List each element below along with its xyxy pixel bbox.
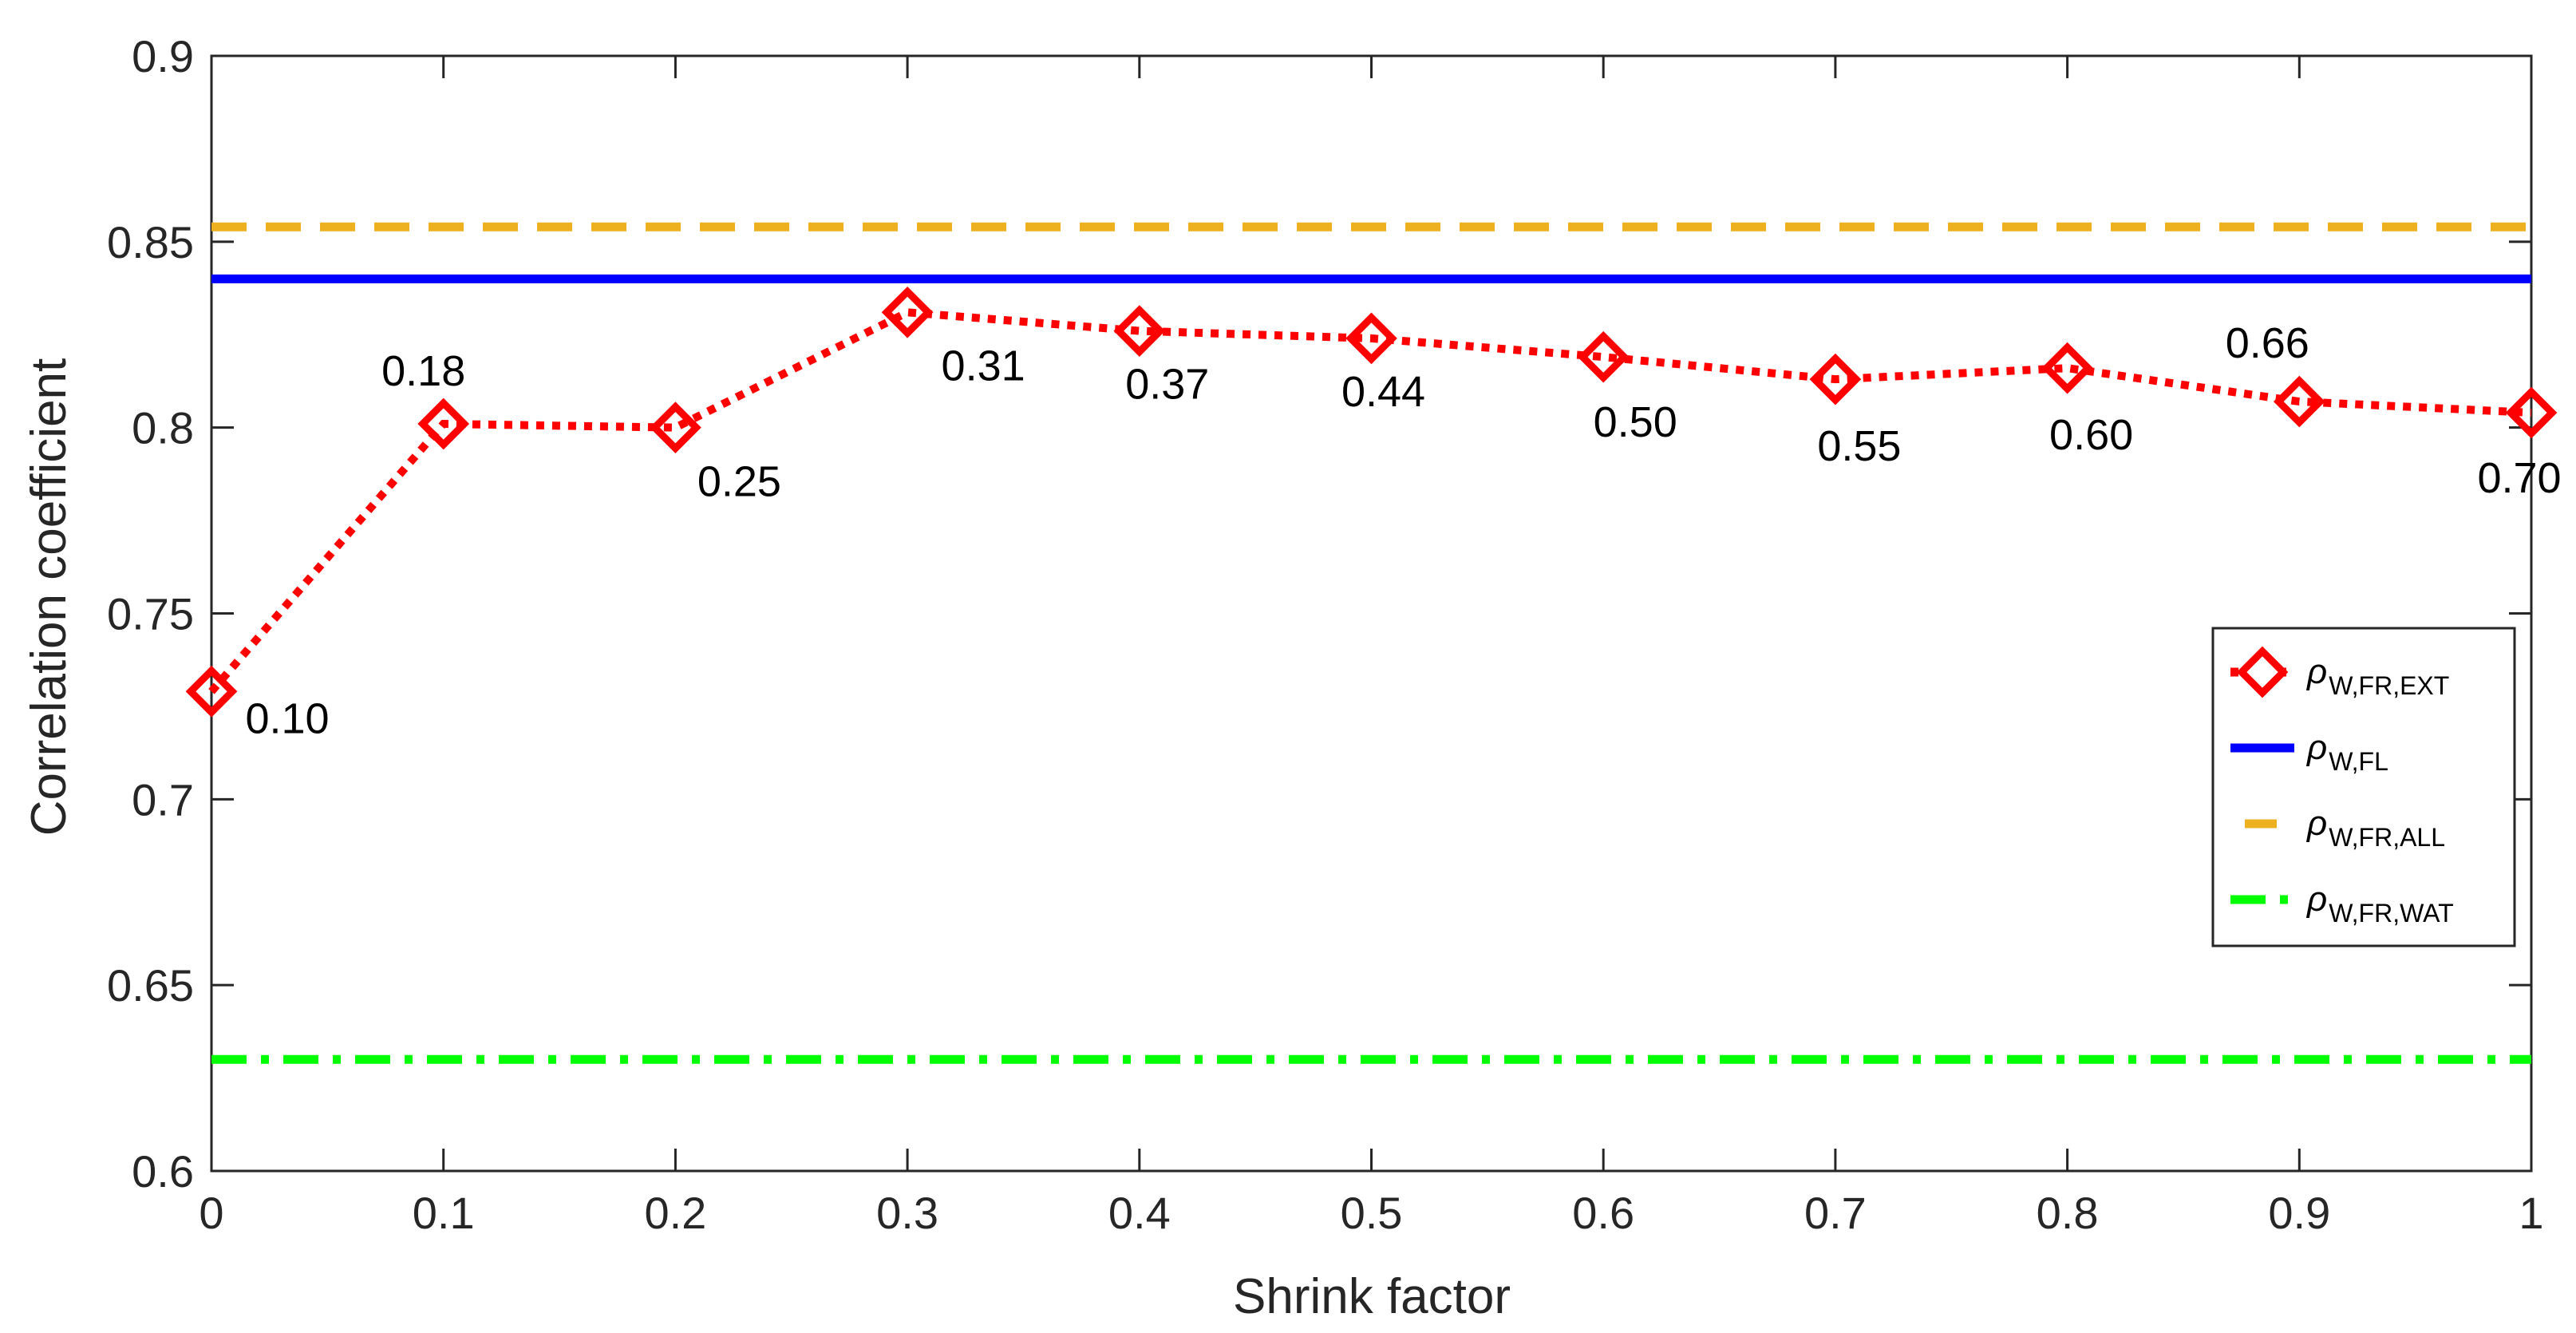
ext-point-label: 0.70	[2477, 454, 2561, 502]
ext-data-point	[2505, 386, 2558, 439]
ext-data-point	[185, 665, 238, 718]
legend-subscript: W,FR,ALL	[2329, 823, 2445, 852]
y-tick-label: 0.9	[132, 31, 194, 81]
y-axis-label: Correlation coefficient	[22, 358, 77, 837]
y-tick-label: 0.7	[132, 774, 194, 825]
legend-entry-all-label: ρW,FR,ALL	[2305, 804, 2445, 852]
ext-point-label: 0.25	[697, 458, 781, 506]
x-tick-label: 0.1	[413, 1188, 475, 1238]
ext-point-label: 0.60	[2049, 411, 2133, 459]
ext-data-point	[1113, 305, 1166, 357]
x-tick-label: 0.2	[644, 1188, 706, 1238]
legend-rho-symbol: ρ	[2305, 880, 2327, 919]
legend-entry-ext-label: ρW,FR,EXT	[2305, 652, 2449, 700]
ext-data-point	[2041, 342, 2093, 394]
ext-point-label: 0.10	[245, 694, 329, 742]
legend-entry-fl-label: ρW,FL	[2305, 728, 2388, 776]
legend-entry-wat-label: ρW,FR,WAT	[2305, 880, 2454, 928]
x-tick-label: 0.8	[2037, 1188, 2099, 1238]
ext-point-label: 0.37	[1125, 361, 1209, 409]
ext-data-point	[2273, 375, 2325, 428]
ext-point-label: 0.55	[1817, 422, 1901, 470]
y-tick-label: 0.75	[107, 589, 194, 639]
y-tick-label: 0.65	[107, 960, 194, 1011]
legend-rho-symbol: ρ	[2305, 728, 2327, 767]
ext-point-label: 0.66	[2226, 319, 2309, 367]
legend-rho-symbol: ρ	[2305, 652, 2327, 691]
x-tick-label: 1	[2519, 1188, 2543, 1238]
y-tick-label: 0.85	[107, 217, 194, 267]
ext-point-label: 0.18	[381, 347, 465, 395]
y-tick-label: 0.6	[132, 1146, 194, 1197]
ext-data-point	[650, 401, 701, 454]
legend-subscript: W,FR,WAT	[2329, 899, 2453, 928]
legend-rho-symbol: ρ	[2305, 804, 2327, 843]
ext-point-label: 0.44	[1341, 368, 1425, 416]
x-axis-label: Shrink factor	[1233, 1269, 1511, 1324]
x-tick-label: 0	[199, 1188, 223, 1238]
x-tick-label: 0.4	[1108, 1188, 1171, 1238]
ext-point-label: 0.31	[942, 342, 1025, 390]
legend-diamond-marker	[2236, 646, 2289, 698]
y-tick-label: 0.8	[132, 403, 194, 453]
legend-subscript: W,FL	[2329, 747, 2388, 776]
x-tick-label: 0.3	[876, 1188, 938, 1238]
legend-subscript: W,FR,EXT	[2329, 671, 2449, 700]
ext-data-point	[417, 398, 470, 450]
x-tick-label: 0.5	[1341, 1188, 1403, 1238]
x-tick-label: 0.9	[2268, 1188, 2330, 1238]
x-tick-label: 0.6	[1572, 1188, 1634, 1238]
x-tick-label: 0.7	[1804, 1188, 1867, 1238]
ext-point-label: 0.50	[1594, 398, 1677, 446]
ext-data-point	[1345, 312, 1397, 365]
ext-data-point	[1809, 353, 1862, 405]
ext-data-point	[1577, 330, 1630, 383]
ext-series-line	[208, 308, 2532, 694]
ext-data-point	[881, 286, 934, 338]
